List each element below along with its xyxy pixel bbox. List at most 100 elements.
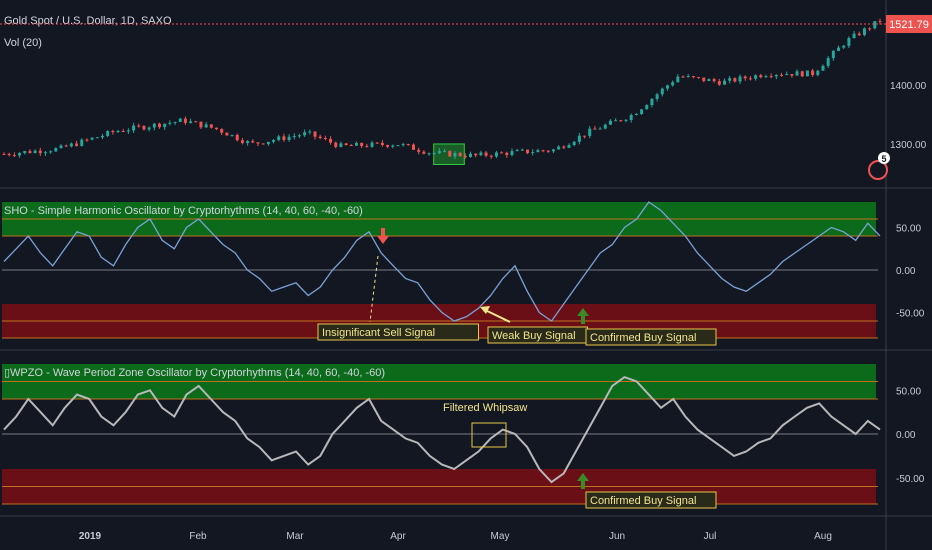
osc-tick-label: 50.00: [896, 224, 921, 235]
candle-body: [69, 143, 73, 147]
time-axis-label: 2019: [79, 531, 102, 542]
candle-body: [344, 143, 348, 146]
candle-body: [194, 121, 198, 123]
candle-body: [821, 65, 825, 71]
candle-body: [401, 144, 405, 146]
last-price-tag: [886, 15, 932, 33]
candle-body: [676, 76, 680, 83]
sho-annotation-weak: Weak Buy Signal: [492, 330, 576, 342]
candle-body: [303, 132, 307, 136]
events-badge-icon[interactable]: [868, 160, 888, 180]
candle-body: [458, 153, 462, 156]
candle-body: [282, 136, 286, 140]
candle-body: [23, 151, 27, 153]
candle-body: [816, 70, 820, 76]
sho-annotation-buy-box: [585, 328, 717, 346]
candle-body: [142, 126, 146, 130]
whipsaw-box: [471, 422, 507, 448]
candle-body: [728, 78, 732, 81]
wpzo-buy-arrow-icon: [577, 473, 589, 489]
candle-body: [7, 153, 11, 155]
candle-body: [396, 145, 400, 147]
last-price-value: 1521.79: [889, 19, 929, 31]
candle-body: [137, 125, 141, 127]
candle-body: [230, 134, 234, 136]
candle-body: [634, 114, 638, 116]
candle-body: [261, 143, 265, 145]
candle-body: [479, 152, 483, 156]
candle-body: [204, 124, 208, 128]
time-axis-label: Jun: [609, 531, 625, 542]
candle-body: [432, 153, 436, 155]
candle-body: [640, 109, 644, 115]
candle-body: [572, 141, 576, 146]
candle-body: [868, 28, 872, 30]
weak-pointer: [482, 308, 511, 323]
candle-body: [707, 79, 711, 82]
candle-body: [754, 75, 758, 79]
sho-panel[interactable]: 50.00 0.00 -50.00 Insignificant Sell Signal…: [2, 201, 925, 346]
candle-body: [173, 121, 177, 123]
time-axis[interactable]: 2019 Feb Mar Apr May Jun Jul Aug: [79, 531, 832, 542]
wpzo-annotation-buy-box: [585, 491, 717, 509]
candle-body: [360, 142, 364, 147]
candle-body: [650, 98, 654, 106]
candle-body: [655, 94, 659, 99]
candle-body: [831, 50, 835, 59]
candle-body: [427, 153, 431, 155]
event-count: 5: [881, 154, 886, 164]
candle-body: [588, 128, 592, 136]
candle-body: [769, 76, 773, 78]
candle-body: [722, 80, 726, 85]
candle-body: [318, 136, 322, 139]
candle-body: [49, 151, 53, 153]
candle-body: [453, 153, 457, 157]
candle-body: [603, 124, 607, 129]
sho-annotation-sell-box: [317, 323, 479, 341]
candle-body: [183, 118, 187, 123]
candle-body: [520, 149, 524, 151]
candle-body: [551, 149, 555, 152]
candle-body: [411, 144, 415, 150]
candle-body: [12, 154, 16, 156]
weak-arrow-icon: [480, 306, 490, 314]
candle-body: [717, 81, 721, 85]
candle-body: [95, 137, 99, 139]
candle-body: [764, 76, 768, 78]
sho-annotation-sell: Insignificant Sell Signal: [322, 327, 435, 339]
candle-body: [147, 127, 151, 130]
candle-body: [510, 151, 514, 156]
osc-tick-label: 0.00: [896, 266, 916, 277]
osc-tick-label: -50.00: [896, 474, 925, 485]
candle-body: [417, 149, 421, 152]
candle-body: [577, 135, 581, 142]
candle-body: [811, 70, 815, 76]
candle-body: [38, 150, 42, 154]
candle-body: [106, 131, 110, 136]
candle-body: [126, 130, 130, 132]
candle-body: [64, 145, 68, 147]
candle-body: [873, 21, 877, 29]
candle-body: [178, 118, 182, 122]
candle-body: [795, 71, 799, 76]
candle-body: [733, 78, 737, 82]
wpzo-panel[interactable]: 50.00 0.00 -50.00 Filtered Whipsaw Confirmed…: [2, 364, 925, 509]
candle-body: [484, 152, 488, 156]
candle-body: [469, 153, 473, 158]
candle-body: [805, 70, 809, 77]
candle-body: [380, 142, 384, 146]
candle-body: [199, 121, 203, 128]
candle-body: [531, 152, 535, 154]
candle-body: [209, 124, 213, 128]
candle-body: [474, 153, 478, 156]
candle-body: [251, 141, 255, 143]
candle-body: [526, 149, 530, 154]
candle-body: [437, 151, 441, 154]
candle-body: [629, 115, 633, 120]
candle-body: [375, 142, 379, 144]
candle-body: [308, 131, 312, 133]
time-axis-label: Mar: [286, 531, 304, 542]
candle-body: [494, 152, 498, 157]
candle-body: [313, 131, 317, 137]
